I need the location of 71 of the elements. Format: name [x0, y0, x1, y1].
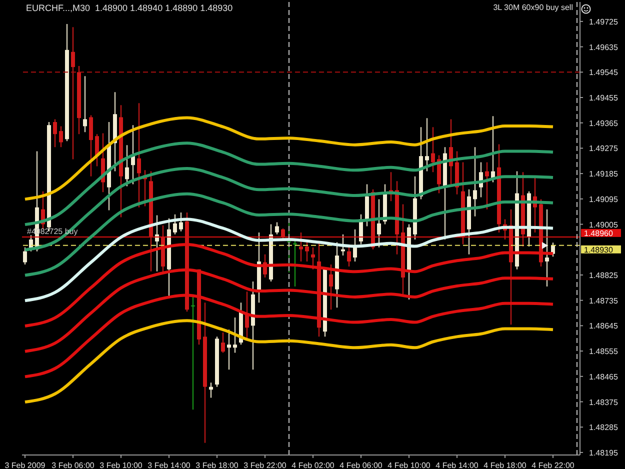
x-tick-label: 3 Feb 10:00	[100, 461, 143, 469]
y-tick-label: 1.48375	[589, 398, 618, 407]
chart-subtitle: 3L 30M 60x90 buy sell	[493, 3, 573, 12]
candlestick	[71, 26, 75, 160]
y-tick-label: 1.48285	[589, 423, 618, 432]
y-tick-label: 1.49455	[589, 94, 618, 102]
candlestick	[227, 329, 231, 370]
line-series	[24, 192, 554, 277]
candlestick	[245, 291, 249, 340]
candlestick	[431, 126, 435, 173]
y-tick-label: 1.49185	[589, 170, 618, 179]
line-series	[24, 218, 554, 302]
y-tick-label: 1.49365	[589, 118, 618, 128]
candlestick	[425, 118, 429, 172]
y-tick-label: 1.49095	[589, 194, 618, 204]
y-tick-label: 1.48735	[589, 296, 618, 306]
x-tick-label: 4 Feb 22:00	[532, 461, 575, 469]
chart-title: EURCHF...,M30 1.48900 1.48940 1.48890 1.48930	[26, 3, 233, 13]
candlestick	[311, 246, 315, 270]
candlestick	[353, 228, 357, 262]
y-tick-label: 1.48555	[589, 347, 618, 356]
x-tick-label: 4 Feb 10:00	[388, 461, 431, 469]
candlestick	[125, 144, 129, 187]
x-tick-label: 4 Feb 02:00	[292, 461, 335, 469]
y-tick-label: 1.48645	[589, 322, 618, 331]
y-tick-label: 1.49275	[589, 144, 618, 154]
x-tick-label: 4 Feb 18:00	[484, 461, 527, 469]
candlestick	[221, 332, 225, 354]
y-tick-label: 1.49005	[589, 220, 618, 230]
line-series	[24, 268, 554, 353]
candlestick	[473, 146, 477, 217]
x-tick-label: 4 Feb 14:00	[436, 461, 479, 469]
candlestick	[545, 208, 549, 288]
candlestick	[89, 114, 93, 177]
x-tick-label: 3 Feb 06:00	[52, 461, 95, 469]
candlestick	[329, 264, 333, 310]
y-tick-label: 1.49545	[589, 68, 618, 78]
line-series	[24, 142, 554, 226]
line-series	[24, 243, 554, 328]
y-tick-label: 1.48195	[589, 448, 618, 458]
candlestick	[179, 212, 183, 232]
candlestick	[137, 102, 141, 208]
x-tick-label: 3 Feb 22:00	[244, 461, 287, 469]
candlestick	[53, 118, 57, 148]
candlestick	[347, 246, 351, 268]
candlestick	[131, 124, 135, 185]
line-series	[24, 319, 554, 404]
y-tick-label: 1.49635	[589, 42, 618, 52]
y-tick-label: 1.48825	[589, 270, 618, 280]
candlestick	[233, 317, 237, 354]
candlestick	[341, 234, 345, 256]
candlestick	[275, 222, 279, 235]
x-tick-label: 3 Feb 14:00	[148, 461, 191, 469]
line-series	[24, 116, 554, 201]
ref-line-label: 1.48960	[584, 228, 614, 238]
line-series	[24, 166, 554, 252]
candlestick	[83, 76, 87, 133]
candlestick	[23, 246, 27, 266]
candlestick	[173, 214, 177, 235]
candlestick	[377, 198, 381, 248]
ref-line-label: 1.48930	[584, 245, 614, 254]
line-series	[24, 294, 554, 378]
candlestick	[59, 126, 63, 148]
candlestick	[299, 232, 303, 262]
x-tick-label: 3 Feb 2009	[4, 461, 46, 469]
y-tick-label: 1.49725	[589, 17, 618, 26]
x-tick-label: 3 Feb 18:00	[196, 461, 239, 469]
y-tick-label: 1.48465	[589, 372, 618, 382]
x-tick-label: 4 Feb 06:00	[340, 461, 383, 469]
candlestick	[485, 162, 489, 210]
candlestick	[293, 238, 297, 288]
